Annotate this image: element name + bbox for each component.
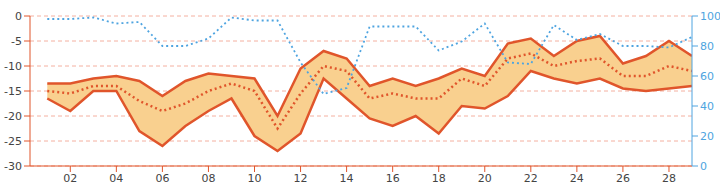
svg-text:16: 16	[386, 172, 400, 185]
svg-text:100: 100	[700, 10, 712, 23]
svg-text:-25: -25	[8, 135, 22, 148]
svg-text:0: 0	[15, 10, 22, 23]
svg-text:24: 24	[570, 172, 584, 185]
svg-text:08: 08	[201, 172, 215, 185]
svg-text:10: 10	[248, 172, 262, 185]
svg-text:-10: -10	[8, 60, 22, 73]
svg-text:-20: -20	[8, 110, 22, 123]
svg-text:40: 40	[700, 100, 712, 113]
svg-text:-30: -30	[8, 160, 22, 173]
svg-text:0: 0	[700, 160, 707, 173]
svg-text:28: 28	[662, 172, 676, 185]
svg-text:-5: -5	[11, 35, 22, 48]
svg-text:80: 80	[700, 40, 712, 53]
svg-text:20: 20	[700, 130, 712, 143]
svg-text:14: 14	[340, 172, 354, 185]
svg-text:20: 20	[478, 172, 492, 185]
svg-text:60: 60	[700, 70, 712, 83]
svg-text:06: 06	[155, 172, 169, 185]
svg-text:04: 04	[109, 172, 123, 185]
svg-text:-15: -15	[8, 85, 22, 98]
svg-text:02: 02	[63, 172, 77, 185]
svg-text:12: 12	[294, 172, 308, 185]
svg-text:26: 26	[616, 172, 630, 185]
svg-text:18: 18	[432, 172, 446, 185]
svg-text:22: 22	[524, 172, 538, 185]
